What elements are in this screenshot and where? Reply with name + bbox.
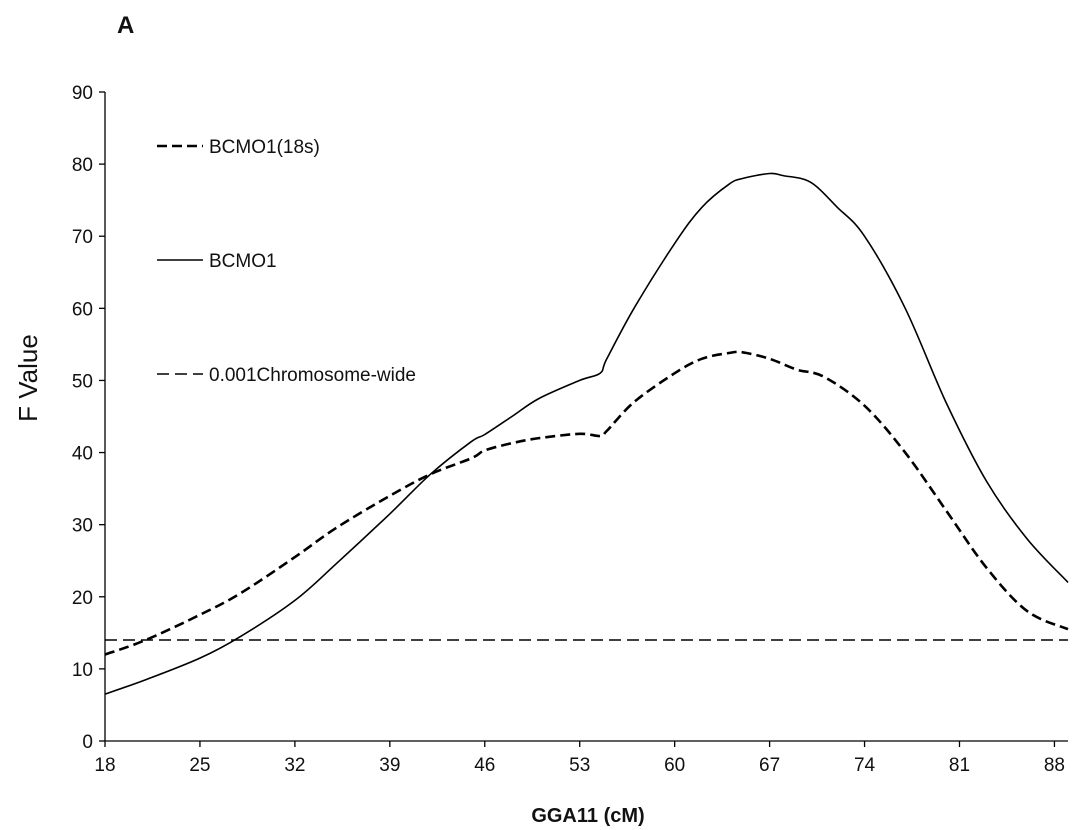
x-tick-label: 60: [664, 755, 685, 776]
x-tick-label: 25: [189, 755, 210, 776]
y-tick-label: 90: [72, 83, 93, 104]
legend: BCMO1(18s) BCMO1 0.001Chromosome-wide: [157, 137, 416, 386]
series-line-0: [104, 350, 1069, 656]
axes: 0 10 20 30 40 50 60 70 80 90 18 25 32 39 46 53 60 67 74 81 8…: [72, 83, 1068, 776]
x-tick-label: 39: [379, 755, 400, 776]
y-tick-label: 0: [82, 732, 93, 753]
y-tick-label: 20: [72, 588, 93, 609]
x-tick-label: 46: [474, 755, 495, 776]
legend-label-0: BCMO1(18s): [209, 137, 320, 158]
x-tick-label: 81: [949, 755, 970, 776]
y-tick-label: 50: [72, 371, 93, 392]
x-tick-label: 18: [94, 755, 115, 776]
y-axis-title: F Value: [13, 334, 43, 422]
y-tick-label: 80: [72, 155, 93, 176]
series-layer: [104, 172, 1069, 695]
y-tick-label: 70: [72, 227, 93, 248]
y-tick-label: 30: [72, 516, 93, 537]
y-tick-label: 40: [72, 444, 93, 465]
y-tick-label: 60: [72, 299, 93, 320]
y-tick-label: 10: [72, 660, 93, 681]
x-tick-label: 53: [569, 755, 590, 776]
x-tick-label: 67: [759, 755, 780, 776]
x-axis-title: GGA11 (cM): [531, 805, 644, 827]
panel-label: A: [117, 12, 134, 39]
series-line-1: [104, 172, 1069, 695]
x-tick-label: 32: [284, 755, 305, 776]
x-tick-label: 88: [1044, 755, 1065, 776]
legend-label-2: 0.001Chromosome-wide: [209, 365, 416, 386]
legend-label-1: BCMO1: [209, 251, 277, 272]
x-tick-label: 74: [854, 755, 876, 776]
